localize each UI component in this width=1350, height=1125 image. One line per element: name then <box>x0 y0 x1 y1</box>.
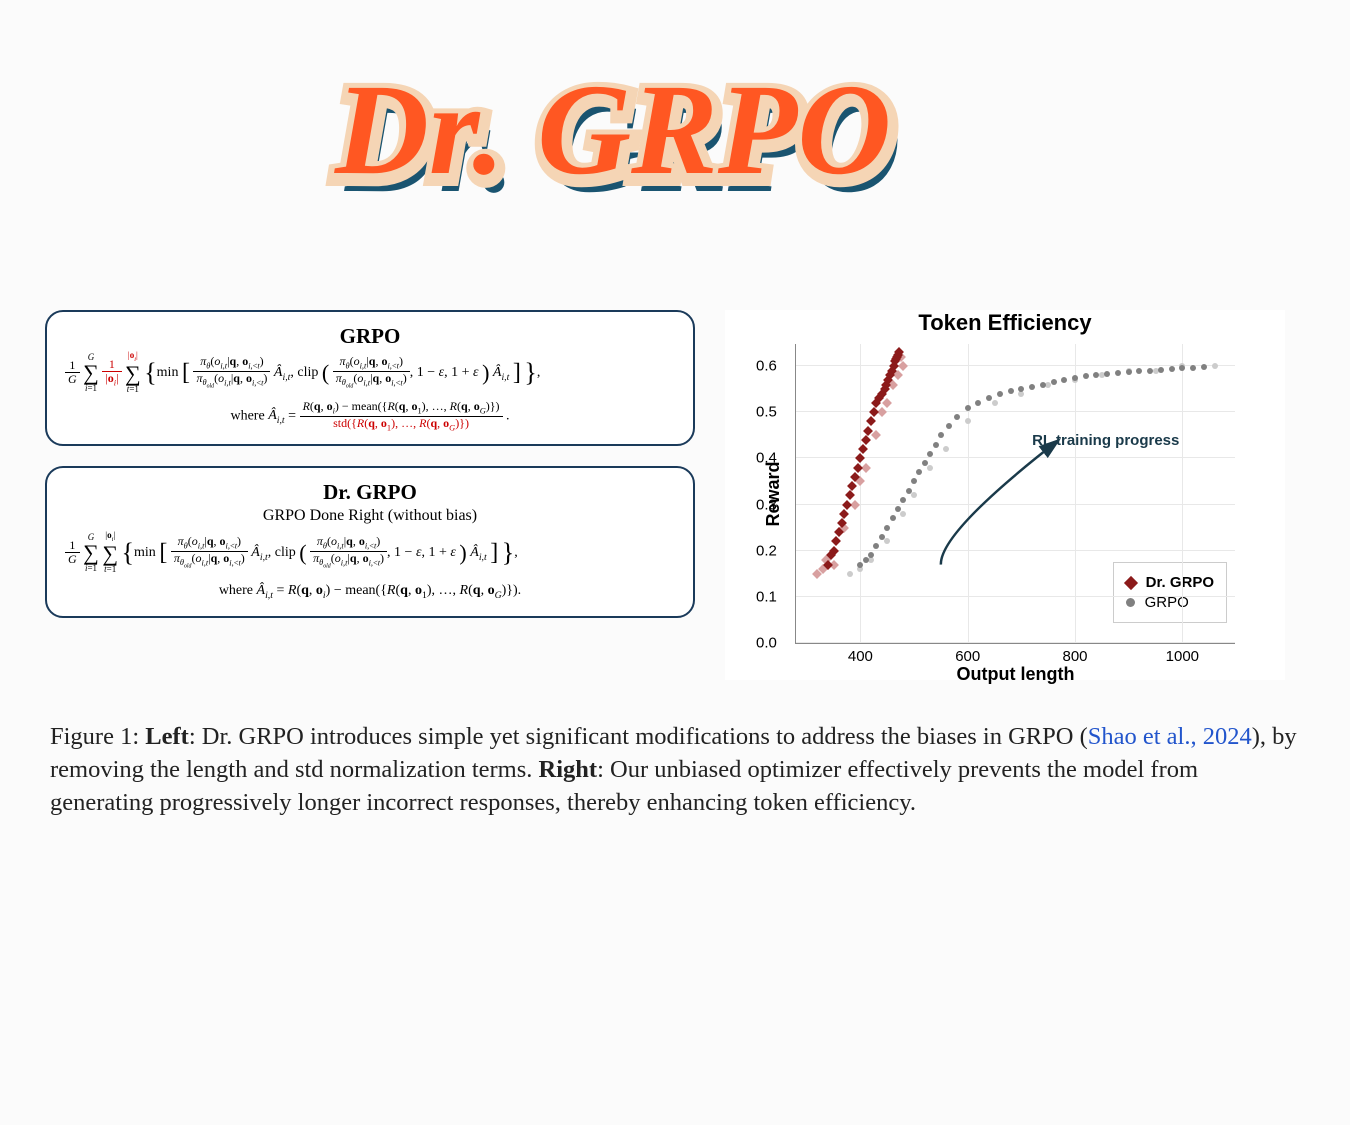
progress-arrow-icon <box>796 343 1236 643</box>
drgrpo-formula-box: Dr. GRPO GRPO Done Right (without bias) … <box>45 466 695 618</box>
chart-annotation: RL training progress <box>1032 432 1179 449</box>
chart-plot-area: Reward Output length Dr. GRPOGRPO 0.00.1… <box>795 344 1235 644</box>
logo-main-text: Dr. GRPO <box>335 55 891 205</box>
y-tick-label: 0.0 <box>756 635 777 652</box>
y-tick-label: 0.4 <box>756 450 777 467</box>
caption-left-text: : Dr. GRPO introduces simple yet signifi… <box>189 723 1088 750</box>
x-tick-label: 1000 <box>1166 648 1199 665</box>
drgrpo-where: where Âi,t = R(q, oi) − mean({R(q, o1), … <box>65 580 675 603</box>
figure-caption: Figure 1: Left: Dr. GRPO introduces simp… <box>50 720 1300 819</box>
x-tick-label: 400 <box>848 648 873 665</box>
x-tick-label: 600 <box>955 648 980 665</box>
token-efficiency-chart: Token Efficiency Reward Output length Dr… <box>725 310 1285 680</box>
grpo-formula: 1G G∑i=1 1|oi| |oi|∑t=1 {min [ πθ(oi,t|q… <box>65 351 675 394</box>
chart-x-label: Output length <box>957 664 1075 685</box>
caption-citation: Shao et al., 2024 <box>1088 723 1252 750</box>
y-tick-label: 0.1 <box>756 588 777 605</box>
caption-right-label: Right <box>539 756 598 783</box>
logo: Dr. GRPO Dr. GRPO Dr. GRPO Dr. GRPO <box>325 45 1025 245</box>
drgrpo-subtitle: GRPO Done Right (without bias) <box>65 507 675 525</box>
grpo-formula-box: GRPO 1G G∑i=1 1|oi| |oi|∑t=1 {min [ πθ(o… <box>45 310 695 446</box>
caption-left-label: Left <box>145 723 189 750</box>
y-tick-label: 0.3 <box>756 496 777 513</box>
chart-y-label: Reward <box>763 461 784 526</box>
y-tick-label: 0.2 <box>756 542 777 559</box>
drgrpo-title: Dr. GRPO <box>65 480 675 505</box>
y-tick-label: 0.5 <box>756 404 777 421</box>
x-tick-label: 800 <box>1063 648 1088 665</box>
figure-content: GRPO 1G G∑i=1 1|oi| |oi|∑t=1 {min [ πθ(o… <box>45 310 1305 638</box>
drgrpo-formula: 1G G∑i=1 |oi|∑t=1 {min [ πθ(oi,t|q, oi,<… <box>65 531 675 574</box>
chart-title: Token Efficiency <box>725 310 1285 336</box>
caption-prefix: Figure 1: <box>50 723 145 750</box>
grpo-where: where Âi,t = R(q, oi) − mean({R(q, o1), … <box>65 400 675 432</box>
y-tick-label: 0.6 <box>756 358 777 375</box>
grpo-title: GRPO <box>65 324 675 349</box>
